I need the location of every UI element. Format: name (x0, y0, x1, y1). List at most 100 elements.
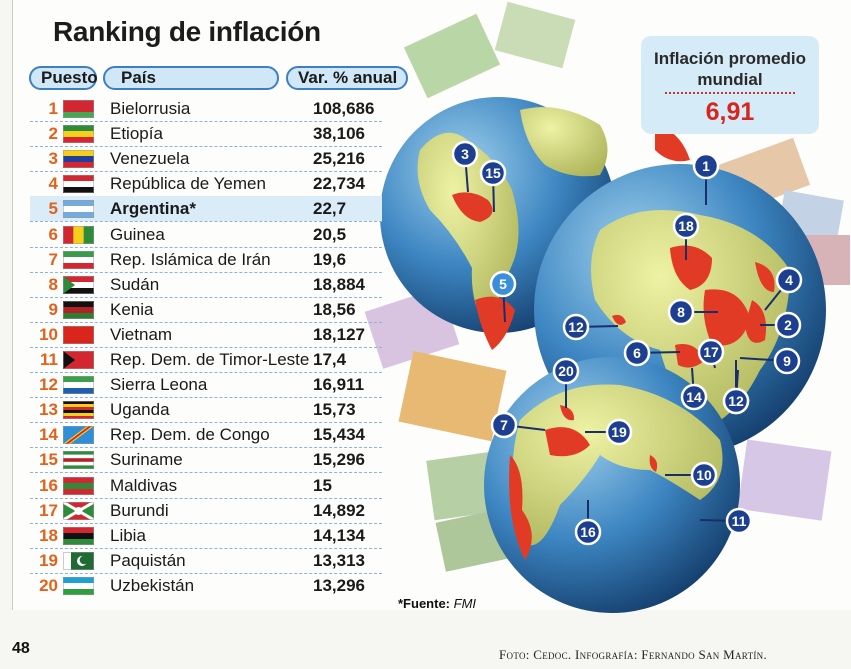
country-name: Guinea (110, 224, 165, 244)
flag-icon (63, 275, 94, 294)
rank-number: 6 (48, 224, 58, 244)
row-divider (30, 346, 382, 348)
row-divider (30, 472, 382, 474)
divider (665, 92, 795, 94)
rank-number: 15 (39, 450, 58, 470)
country-marker (479, 159, 507, 187)
country-name: Kenia (110, 299, 154, 319)
country-name: Bielorrusia (110, 99, 191, 118)
marker-label: 19 (611, 424, 627, 440)
marker-label: 11 (732, 513, 747, 529)
inflation-value: 13,296 (313, 575, 365, 595)
inflation-value: 108,686 (313, 99, 375, 118)
inflation-value: 14,892 (313, 500, 365, 520)
marker-label: 20 (558, 363, 574, 379)
rank-number: 18 (39, 525, 58, 545)
flag-icon (63, 150, 94, 169)
country-marker (667, 298, 695, 326)
flag-icon (63, 175, 94, 194)
table-row: 12 Sierra Leona 16,911 (30, 372, 382, 397)
inflation-value: 20,5 (313, 224, 347, 244)
marker-label: 14 (686, 389, 702, 405)
row-divider (30, 422, 382, 424)
country-marker (451, 140, 479, 168)
flag-icon (63, 125, 94, 144)
inflation-value: 15 (313, 475, 332, 495)
row-divider (30, 497, 382, 499)
country-name: Sierra Leona (110, 375, 208, 395)
inflation-value: 18,884 (313, 274, 365, 294)
country-marker (773, 347, 801, 375)
rank-number: 11 (40, 350, 58, 369)
average-inflation-value: 6,91 (705, 98, 755, 126)
inflation-value: 17,4 (313, 350, 347, 369)
rank-number: 1 (48, 99, 58, 118)
row-divider (30, 397, 382, 399)
country-marker (680, 383, 708, 411)
row-divider (30, 146, 382, 148)
flag-icon (63, 225, 95, 244)
country-marker (562, 313, 590, 341)
table-row: 17 Burundi 14,892 (30, 498, 382, 523)
inflation-value: 19,6 (313, 249, 347, 269)
photo-credit: Foto: Cedoc. Infografía: Fernando San Ma… (499, 647, 768, 662)
country-marker (490, 411, 518, 439)
table-row: 7 Rep. Islámica de Irán 19,6 (30, 247, 382, 272)
inflation-value: 15,296 (313, 450, 365, 470)
table-row: 19 Paquistán 13,313 (30, 548, 382, 573)
flag-icon (63, 300, 94, 320)
rank-number: 2 (48, 124, 58, 144)
marker-label: 6 (633, 345, 641, 361)
table-row: 4 República de Yemen 22,734 (30, 171, 382, 196)
marker-label: 16 (580, 524, 596, 540)
table-row: 15 Suriname 15,296 (30, 447, 382, 472)
country-name: Vietnam (110, 324, 173, 344)
row-divider (30, 321, 382, 323)
marker-label: 1 (702, 158, 710, 174)
country-marker (697, 338, 725, 366)
country-marker (623, 339, 651, 367)
marker-label: 15 (485, 165, 501, 181)
marker-label: 18 (678, 218, 694, 234)
flag-icon (63, 526, 94, 545)
rank-number: 16 (39, 475, 58, 495)
marker-label: 10 (696, 467, 712, 483)
table-row: 18 Libia 14,134 (30, 523, 382, 548)
marker-label: 7 (500, 417, 508, 433)
country-marker (725, 507, 753, 535)
rank-number: 14 (39, 425, 58, 445)
country-name: Uzbekistán (110, 575, 195, 595)
flag-icon (63, 451, 94, 470)
source-note: *Fuente: FMI (398, 596, 476, 611)
row-divider (30, 221, 382, 223)
page-number: 48 (12, 640, 30, 657)
header-rank: Puesto (29, 66, 98, 90)
flag-icon (63, 426, 94, 445)
row-divider (30, 547, 382, 549)
country-name: Suriname (110, 450, 183, 470)
flag-icon (63, 100, 94, 119)
rank-number: 5 (48, 199, 58, 219)
country-marker (722, 387, 750, 415)
table-row: 2 Etiopía 38,106 (30, 121, 382, 146)
row-divider (30, 522, 382, 524)
country-name: Rep. Dem. de Congo (110, 425, 270, 445)
header-country: País (103, 66, 279, 90)
inflation-value: 16,911 (313, 375, 365, 395)
inflation-value: 13,313 (313, 550, 365, 570)
rank-number: 12 (39, 375, 58, 395)
flag-icon (63, 376, 94, 395)
inflation-value: 22,734 (313, 174, 365, 194)
country-markers: 123456789101112131415161718192012 (451, 140, 803, 546)
marker-label: 9 (783, 353, 791, 369)
marker-label: 12 (728, 393, 744, 409)
row-divider (30, 271, 382, 273)
inflation-value: 14,134 (313, 525, 365, 545)
country-marker (692, 152, 720, 180)
inflation-value: 18,56 (313, 299, 356, 319)
rank-number: 10 (39, 324, 58, 344)
country-name: Argentina* (110, 199, 196, 219)
table-row: 6 Guinea 20,5 (30, 222, 382, 247)
flag-icon (63, 351, 94, 370)
globe-asia (484, 357, 740, 613)
